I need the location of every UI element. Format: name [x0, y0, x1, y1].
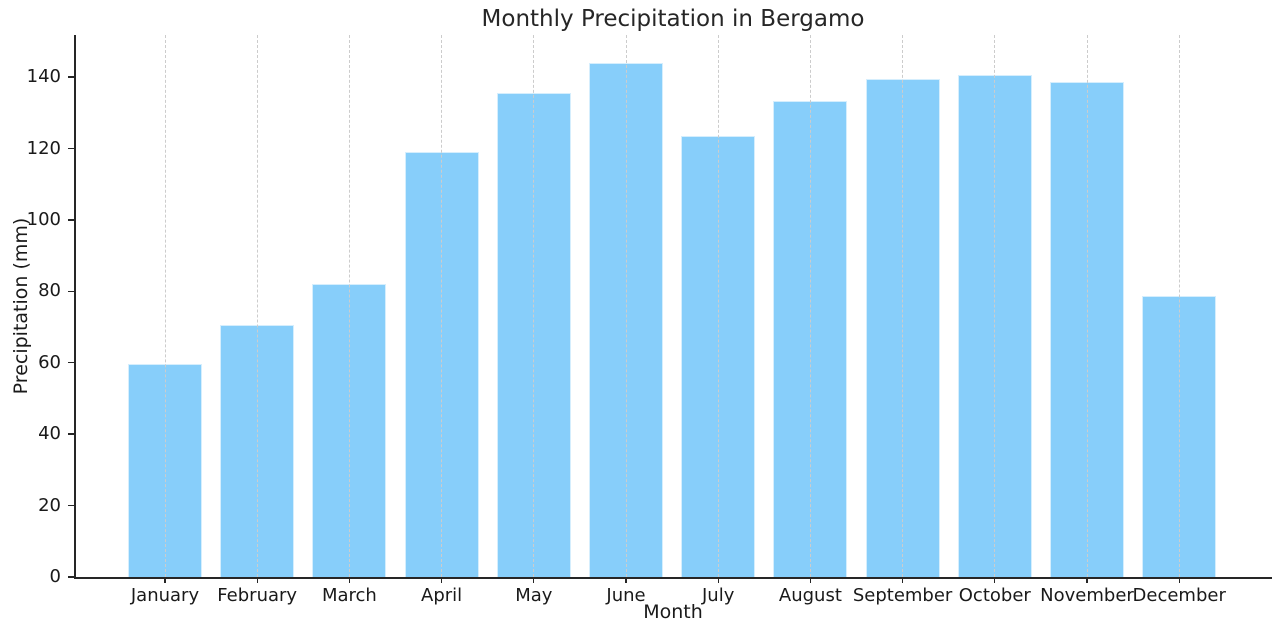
x-tick-may	[533, 578, 535, 583]
x-tick-label-may: May	[515, 585, 553, 606]
y-tick-label-60: 60	[38, 351, 61, 373]
x-tick-february	[256, 578, 258, 583]
gridline-march	[348, 35, 350, 577]
x-tick-november	[1086, 578, 1088, 583]
x-tick-label-january: January	[130, 585, 200, 606]
x-tick-march	[348, 578, 351, 583]
x-tick-label-april: April	[421, 585, 463, 606]
y-tick-140	[68, 76, 75, 78]
y-tick-label-40: 40	[38, 423, 61, 445]
y-tick-0	[68, 576, 75, 578]
y-tick-label-140: 140	[26, 66, 61, 88]
gridline-september	[902, 35, 904, 577]
y-tick-label-80: 80	[38, 280, 61, 302]
x-tick-october	[994, 578, 996, 583]
y-tick-40	[68, 433, 75, 435]
x-axis-spine	[74, 577, 1272, 579]
gridline-may	[533, 35, 535, 577]
x-tick-july	[717, 578, 719, 583]
gridline-june	[625, 35, 627, 577]
y-tick-label-20: 20	[38, 494, 61, 516]
x-tick-september	[901, 578, 904, 583]
y-tick-label-0: 0	[49, 566, 61, 587]
x-tick-august	[809, 578, 812, 583]
gridline-august	[809, 35, 811, 577]
x-tick-label-december: December	[1132, 585, 1226, 606]
x-tick-label-november: November	[1040, 585, 1134, 606]
gridline-october	[994, 35, 996, 577]
plot-area: January February March April May June July Augu…	[27, 35, 1272, 606]
y-tick-label-120: 120	[26, 137, 61, 159]
x-tick-june	[625, 578, 627, 583]
x-tick-label-august: August	[778, 585, 842, 606]
y-tick-60	[68, 362, 75, 364]
x-tick-label-october: October	[958, 585, 1031, 606]
x-tick-label-july: July	[702, 585, 735, 606]
x-tick-label-june: June	[606, 585, 646, 606]
gridline-july	[717, 35, 719, 577]
gridline-april	[441, 35, 443, 577]
x-tick-january	[164, 578, 166, 583]
gridline-february	[256, 35, 258, 577]
x-tick-label-march: March	[321, 585, 377, 606]
y-tick-20	[68, 504, 75, 507]
x-tick-april	[440, 578, 443, 583]
y-tick-100	[68, 219, 75, 221]
x-tick-label-september: September	[852, 585, 953, 606]
gridline-january	[164, 35, 166, 577]
y-axis-spine	[74, 35, 76, 577]
x-tick-december	[1178, 578, 1180, 583]
y-tick-120	[68, 147, 75, 150]
gridline-november	[1086, 35, 1088, 577]
x-axis-label: Month	[643, 601, 703, 623]
y-tick-label-100: 100	[26, 208, 61, 230]
y-tick-80	[68, 290, 75, 293]
gridline-december	[1178, 35, 1180, 577]
x-tick-label-february: February	[217, 585, 298, 606]
chart-title: Monthly Precipitation in Bergamo	[481, 6, 865, 32]
